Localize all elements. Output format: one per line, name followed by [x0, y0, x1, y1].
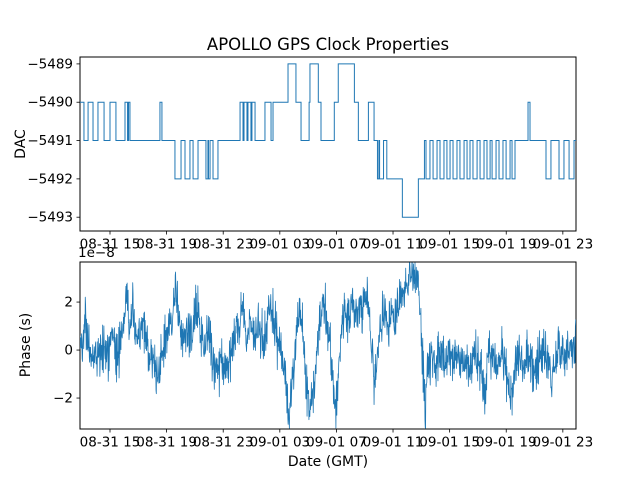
phase-offset-text: 1e−8: [78, 245, 115, 261]
x-tick-label: 09-01 03: [249, 435, 310, 451]
phase-ylabel: Phase (s): [18, 313, 34, 377]
y-tick-label: −5489: [27, 56, 73, 72]
y-tick-label: 0: [64, 343, 73, 359]
dac-step-line: [80, 63, 576, 218]
dac-series-path: [80, 63, 576, 218]
x-tick-label: 09-01 19: [476, 435, 537, 451]
x-tick-label: 09-01 19: [476, 237, 537, 253]
y-tick-label: −5490: [27, 95, 73, 111]
x-tick-label: 09-01 07: [306, 237, 367, 253]
x-tick-label: 09-01 03: [249, 237, 310, 253]
x-tick-label: 09-01 07: [306, 435, 367, 451]
y-tick-label: 2: [64, 295, 73, 311]
dac-ylabel: DAC: [13, 129, 29, 159]
phase-line: [80, 262, 576, 429]
x-tick-label: 09-01 23: [532, 435, 593, 451]
y-tick-label: −5493: [27, 210, 73, 226]
dac-axes-frame: [79, 56, 577, 232]
phase-series-path: [80, 262, 576, 429]
x-tick-label: 09-01 11: [363, 237, 424, 253]
x-tick-label: 08-31 15: [80, 237, 141, 253]
x-tick-label: 08-31 15: [80, 435, 141, 451]
x-axis-label: Date (GMT): [288, 454, 368, 470]
x-tick-label: 08-31 19: [136, 237, 197, 253]
y-tick-label: −2: [53, 391, 73, 407]
x-tick-label: 09-01 15: [419, 237, 480, 253]
x-tick-label: 08-31 19: [136, 435, 197, 451]
x-tick-label: 09-01 11: [363, 435, 424, 451]
figure-title: APOLLO GPS Clock Properties: [207, 35, 449, 54]
x-tick-label: 09-01 15: [419, 435, 480, 451]
y-tick-label: −5492: [27, 171, 73, 187]
x-tick-label: 08-31 23: [193, 237, 254, 253]
x-tick-label: 09-01 23: [532, 237, 593, 253]
y-tick-label: −5491: [27, 133, 73, 149]
x-tick-label: 08-31 23: [193, 435, 254, 451]
